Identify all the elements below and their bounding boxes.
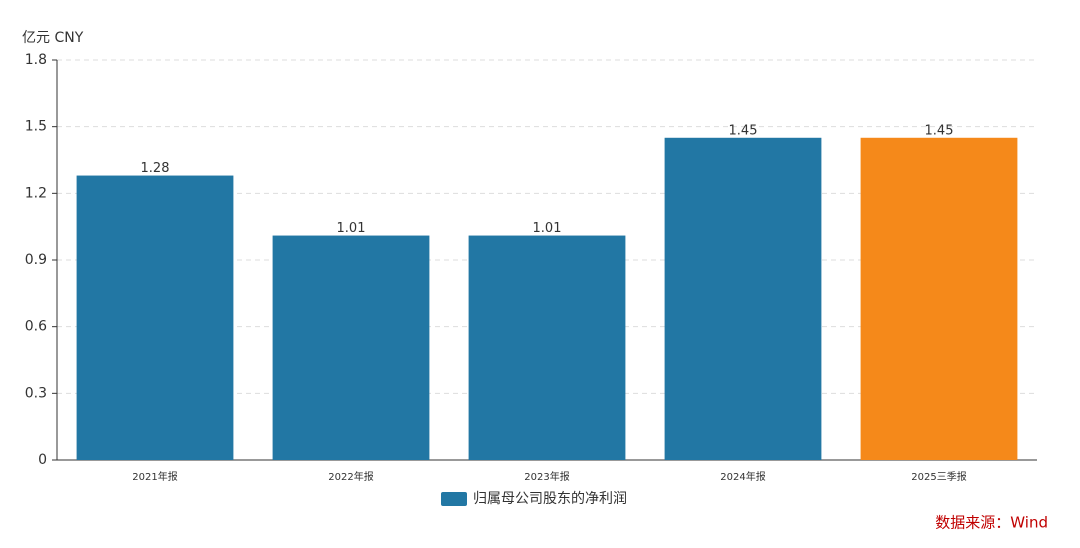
x-tick-label: 2023年报 [524,470,569,483]
y-tick-label: 1.2 [25,185,47,201]
source: 数据来源：Wind [935,514,1048,532]
bar [664,137,822,460]
data-label: 1.28 [141,161,170,176]
bar [468,235,626,460]
y-tick-label: 0.3 [25,385,47,401]
y-tick-label: 0.9 [25,252,47,268]
y-tick-label: 0 [38,452,47,468]
unit-label: 亿元 CNY [22,30,84,46]
legend-swatch [441,492,467,506]
bar [860,137,1018,460]
y-tick-label: 0.6 [25,319,47,335]
x-tick-label: 2025三季报 [911,470,966,483]
data-label: 1.45 [729,123,758,138]
legend-label: 归属母公司股东的净利润 [473,490,627,507]
y-tick-label: 1.8 [25,52,47,68]
data-label: 1.01 [337,221,366,236]
x-tick-label: 2021年报 [132,470,177,483]
data-label: 1.45 [925,123,954,138]
bar [272,235,430,460]
y-tick-label: 1.5 [25,119,47,135]
x-tick-label: 2022年报 [328,470,373,483]
data-label: 1.01 [533,221,562,236]
x-tick-label: 2024年报 [720,470,765,483]
bar [76,175,234,461]
